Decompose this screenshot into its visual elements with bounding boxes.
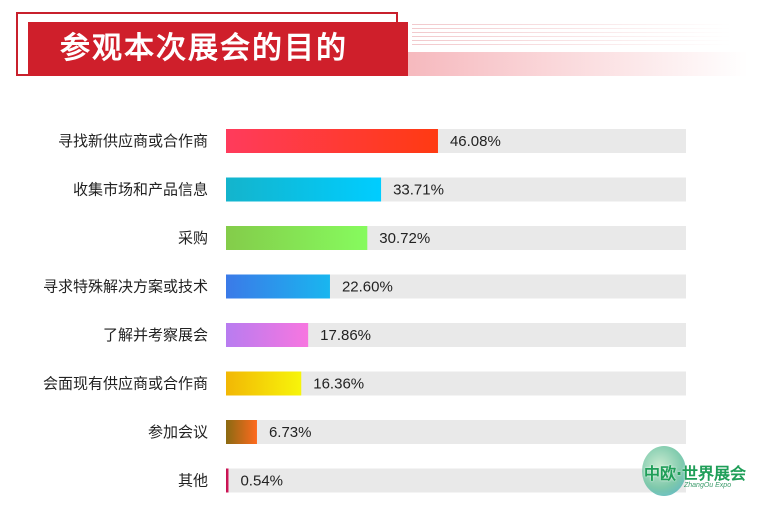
title-decoration-lines (412, 24, 732, 48)
category-label: 寻找新供应商或合作商 (58, 132, 208, 150)
bar-track (226, 420, 686, 444)
value-label: 6.73% (269, 424, 312, 441)
category-label: 参加会议 (148, 423, 208, 441)
value-label: 33.71% (393, 182, 444, 199)
value-label: 22.60% (342, 279, 393, 296)
bar (226, 468, 229, 493)
category-label: 寻求特殊解决方案或技术 (43, 278, 208, 296)
bar (226, 129, 438, 153)
bar (226, 177, 382, 202)
value-label: 46.08% (450, 133, 501, 150)
category-label: 其他 (178, 472, 208, 490)
bar-track (226, 468, 686, 493)
watermark-logo: 中欧·世界展会 ZhangOu Expo (632, 446, 758, 502)
category-label: 会面现有供应商或合作商 (43, 375, 208, 393)
value-label: 30.72% (379, 230, 430, 247)
category-label: 采购 (178, 229, 208, 247)
page-title: 参观本次展会的目的 (60, 31, 348, 66)
logo-subtext: ZhangOu Expo (684, 482, 732, 489)
bar (226, 371, 302, 396)
bar (226, 323, 309, 347)
bar (226, 420, 257, 444)
value-label: 16.36% (313, 376, 364, 393)
title-decoration-fade (408, 52, 748, 76)
logo-text: 中欧·世界展会 (643, 464, 747, 483)
bar (226, 226, 368, 250)
globe-icon (642, 446, 686, 496)
value-label: 17.86% (320, 327, 371, 344)
category-label: 收集市场和产品信息 (73, 181, 208, 199)
category-label: 了解并考察展会 (103, 326, 208, 344)
title-banner: 参观本次展会的目的 (28, 22, 408, 76)
bar-track (226, 371, 686, 396)
bar (226, 274, 330, 299)
value-label: 0.54% (240, 473, 283, 490)
